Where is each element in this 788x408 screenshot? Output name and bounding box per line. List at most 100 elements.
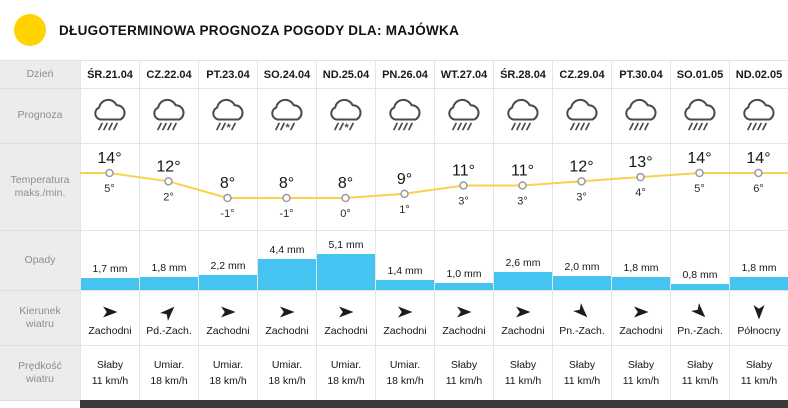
rain-cloud-icon: * [566,98,598,131]
rain-cloud-icon: * [684,98,716,131]
forecast-cell: * [730,89,788,144]
svg-text:*: * [227,122,232,134]
wind-direction-cell: Pd.-Zach. [140,291,198,346]
precip-cell: 1,0 mm [435,231,493,291]
day-column[interactable]: CZ.22.04 * 1,8 mm Pd.-Zach. Umiar. 18 k [139,61,198,401]
wind-direction-cell: Północny [730,291,788,346]
wind-direction: Zachodni [324,325,368,337]
precip-bar [553,276,611,290]
day-column[interactable]: ND.25.04 * 5,1 mm Zachodni Umiar. 18 km [316,61,375,401]
day-column[interactable]: PT.30.04 * 1,8 mm Zachodni Słaby 11 km/ [611,61,670,401]
precip-bar [671,284,729,290]
day-column[interactable]: PT.23.04 * 2,2 mm Zachodni Umiar. 18 km [198,61,257,401]
header: DŁUGOTERMINOWA PROGNOZA POGODY DLA: MAJÓ… [0,0,788,60]
wind-speed-cell: Słaby 11 km/h [494,346,552,401]
wind-direction-cell: Zachodni [612,291,670,346]
wind-speed: 18 km/h [386,375,424,387]
temperature-cell [612,144,670,231]
wind-direction: Zachodni [206,325,250,337]
wind-strength: Umiar. [330,359,362,371]
wind-arrow-icon [339,306,354,318]
wind-strength: Umiar. [212,359,244,371]
day-column[interactable]: SO.01.05 * 0,8 mm Pn.-Zach. Słaby 11 km [670,61,729,401]
wind-speed-cell: Umiar. 18 km/h [376,346,434,401]
day-column[interactable]: CZ.29.04 * 2,0 mm Pn.-Zach. Słaby 11 km [552,61,611,401]
temperature-cell [435,144,493,231]
wind-speed: 11 km/h [681,375,719,387]
wind-direction-cell: Zachodni [376,291,434,346]
days-area: ŚR.21.04 * 1,7 mm Zachodni Słaby 11 km/ [80,61,788,401]
forecast-cell: * [553,89,611,144]
wind-direction: Zachodni [619,325,663,337]
rain-cloud-icon: * [743,98,775,131]
precip-value: 1,4 mm [387,265,423,277]
wind-speed: 11 km/h [504,375,542,387]
precip-cell: 1,7 mm [81,231,139,291]
wind-direction: Zachodni [383,325,427,337]
temperature-cell [140,144,198,231]
wind-speed-cell: Słaby 11 km/h [553,346,611,401]
day-label: ND.02.05 [730,61,788,89]
row-labels-column: Dzień Prognoza Temperatura maks./min. Op… [0,61,80,401]
wind-strength: Słaby [745,359,773,371]
page-title: DŁUGOTERMINOWA PROGNOZA POGODY DLA: MAJÓ… [59,22,460,38]
bottom-bar [80,400,788,408]
precip-value: 1,8 mm [741,262,777,274]
forecast-table: Dzień Prognoza Temperatura maks./min. Op… [0,60,788,401]
wind-strength: Słaby [627,359,655,371]
row-label-temperature: Temperatura maks./min. [0,144,80,231]
precip-bar [494,272,552,290]
wind-strength: Słaby [686,359,714,371]
rain-cloud-icon: * [507,98,539,131]
wind-speed: 11 km/h [563,375,601,387]
precip-bar [317,254,375,290]
wind-strength: Słaby [96,359,124,371]
day-label: PT.30.04 [612,61,670,89]
sleet-cloud-icon: * [330,98,362,134]
temperature-cell [494,144,552,231]
forecast-cell: * [376,89,434,144]
wind-arrow-icon [398,306,413,318]
precip-cell: 1,8 mm [730,231,788,291]
temperature-cell [199,144,257,231]
wind-speed-cell: Umiar. 18 km/h [140,346,198,401]
wind-strength: Słaby [450,359,478,371]
forecast-cell: * [81,89,139,144]
temperature-cell [376,144,434,231]
temperature-cell [671,144,729,231]
wind-speed-cell: Słaby 11 km/h [671,346,729,401]
day-label: PT.23.04 [199,61,257,89]
rain-cloud-icon: * [389,98,421,131]
wind-arrow-icon [457,306,472,318]
wind-speed-cell: Umiar. 18 km/h [258,346,316,401]
wind-direction: Północny [737,325,781,337]
wind-speed: 11 km/h [91,375,129,387]
wind-strength: Słaby [509,359,537,371]
precip-cell: 2,0 mm [553,231,611,291]
day-label: WT.27.04 [435,61,493,89]
day-column[interactable]: ND.02.05 * 1,8 mm Północny Słaby 11 km/ [729,61,788,401]
day-label: PN.26.04 [376,61,434,89]
day-column[interactable]: PN.26.04 * 1,4 mm Zachodni Umiar. 18 km [375,61,434,401]
wind-arrow-icon [221,306,236,318]
day-column[interactable]: WT.27.04 * 1,0 mm Zachodni Słaby 11 km/ [434,61,493,401]
wind-speed: 18 km/h [268,375,306,387]
wind-arrow-icon [160,306,175,321]
precip-bar [612,277,670,290]
precip-value: 5,1 mm [328,239,364,251]
wind-speed-cell: Słaby 11 km/h [81,346,139,401]
precip-value: 1,8 mm [151,262,187,274]
day-label: SO.01.05 [671,61,729,89]
row-label-wind-speed: Prędkość wiatru [0,346,80,401]
wind-speed-cell: Słaby 11 km/h [612,346,670,401]
precip-value: 1,8 mm [623,262,659,274]
day-column[interactable]: SO.24.04 * 4,4 mm Zachodni Umiar. 18 km [257,61,316,401]
temperature-cell [81,144,139,231]
wind-strength: Umiar. [271,359,303,371]
day-column[interactable]: ŚR.21.04 * 1,7 mm Zachodni Słaby 11 km/ [80,61,139,401]
wind-arrow-icon [103,306,118,318]
day-column[interactable]: ŚR.28.04 * 2,6 mm Zachodni Słaby 11 km/ [493,61,552,401]
wind-direction-cell: Zachodni [435,291,493,346]
forecast-cell: * [258,89,316,144]
precip-value: 2,2 mm [210,260,246,272]
